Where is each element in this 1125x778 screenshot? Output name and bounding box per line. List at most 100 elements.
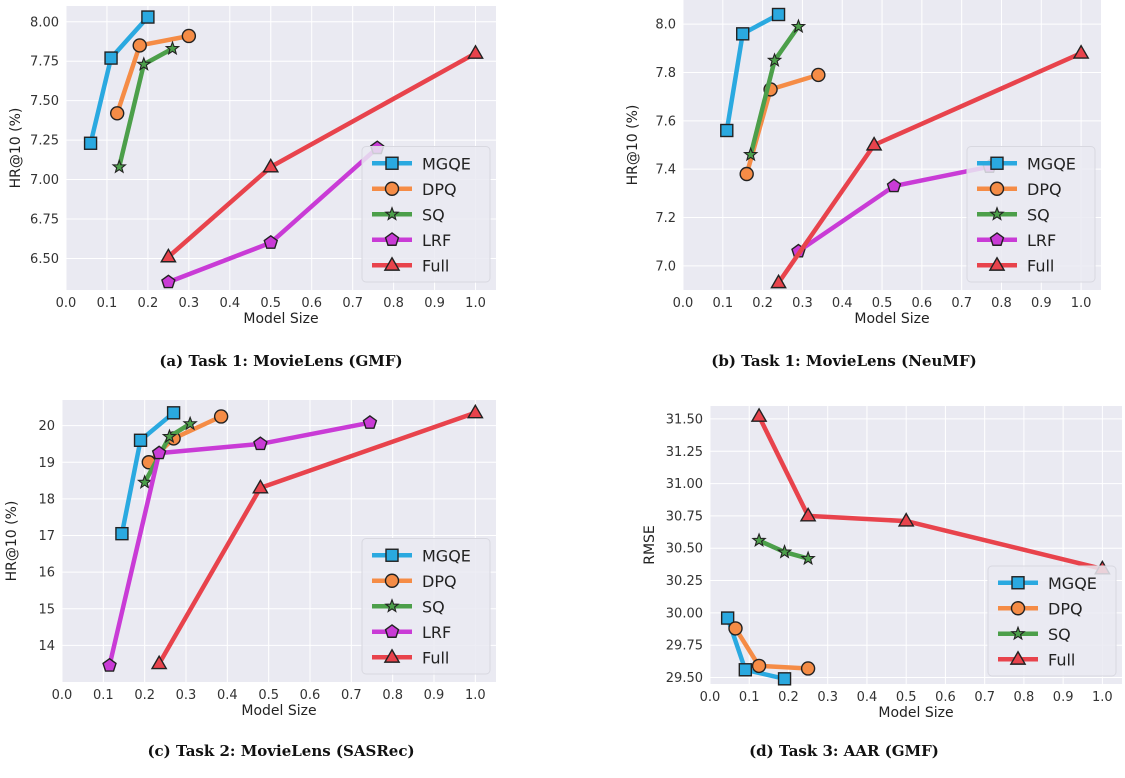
data-point-dpq [132, 38, 147, 53]
y-tick-label: 14 [38, 639, 55, 654]
data-point-lrf [151, 445, 167, 460]
data-point-mgqe [720, 611, 735, 625]
y-tick-label: 7.4 [655, 163, 676, 178]
x-tick-label: 0.0 [52, 688, 73, 703]
legend-label-dpq: DPQ [422, 180, 457, 199]
x-tick-label: 1.0 [1092, 690, 1113, 705]
data-point-full [150, 654, 168, 670]
x-tick-label: 0.8 [382, 688, 403, 703]
data-point-sq [742, 146, 759, 162]
data-point-dpq [181, 28, 197, 44]
y-tick-label: 30.75 [666, 509, 703, 524]
x-tick-label: 1.0 [465, 296, 486, 311]
data-point-mgqe [166, 406, 181, 420]
y-tick-label: 6.75 [30, 213, 59, 228]
legend-label-dpq: DPQ [1027, 180, 1062, 199]
legend-label-lrf: LRF [422, 623, 451, 642]
legend-marker-mgqe [385, 548, 399, 562]
data-point-sq [161, 428, 178, 444]
data-point-full [1072, 44, 1090, 59]
x-tick-label: 0.3 [179, 296, 200, 311]
series-line-lrf [107, 420, 373, 668]
legend-marker-full [383, 256, 401, 271]
data-point-lrf [362, 415, 378, 429]
x-tick-label: 0.0 [56, 296, 77, 311]
data-point-mgqe [738, 663, 753, 677]
data-point-mgqe [104, 51, 118, 65]
data-point-dpq [109, 106, 125, 121]
data-point-full [897, 512, 915, 527]
legend-marker-full [988, 256, 1006, 271]
legend-box [361, 538, 491, 675]
chart-caption-a: (a) Task 1: MovieLens (GMF) [159, 352, 403, 370]
x-tick-label: 0.9 [1053, 690, 1074, 705]
series-mgqe [720, 7, 786, 138]
y-tick-label: 15 [38, 602, 55, 617]
series-dpq [728, 621, 816, 676]
chart-c: 0.0 0.1 0.2 0.3 0.4 0.5 0.6 0.7 0.8 0.9 1.0 14 15 16 1… [4, 400, 496, 719]
x-tick-label: 0.4 [857, 690, 878, 705]
data-point-full [160, 247, 177, 263]
data-point-dpq [811, 67, 826, 83]
x-tick-label: 0.7 [342, 296, 363, 311]
y-tick-label: 30.50 [666, 542, 703, 557]
legend-label-sq: SQ [1048, 625, 1071, 644]
y-tick-label: 8.0 [655, 18, 676, 33]
x-tick-label: 0.6 [300, 688, 321, 703]
data-point-sq [136, 474, 153, 489]
data-point-sq [776, 544, 793, 559]
legend-marker-mgqe [385, 156, 399, 170]
data-point-mgqe [720, 123, 734, 138]
series-full [770, 44, 1090, 289]
x-tick-label: 0.2 [752, 296, 773, 311]
chart-caption-d: (d) Task 3: AAR (GMF) [749, 742, 939, 760]
x-tick-label: 0.7 [341, 688, 362, 703]
legend-marker-lrf [384, 624, 400, 638]
y-tick-label: 16 [38, 566, 55, 581]
legend-marker-dpq [1010, 601, 1026, 616]
series-dpq [109, 28, 197, 121]
x-tick-label: 0.1 [97, 296, 118, 311]
legend-marker-full [383, 648, 401, 663]
x-axis-label: Model Size [878, 705, 953, 721]
y-axis-label: HR@10 (%) [8, 108, 24, 189]
x-tick-label: 0.6 [912, 296, 933, 311]
series-sq [136, 415, 198, 489]
y-tick-label: 31.00 [666, 477, 703, 492]
y-tick-label: 6.50 [30, 252, 59, 267]
y-tick-label: 8.00 [30, 15, 59, 30]
data-point-full [750, 407, 768, 422]
data-point-mgqe [141, 10, 155, 24]
y-tick-label: 7.8 [655, 66, 676, 81]
y-tick-label: 17 [38, 529, 55, 544]
chart-caption-b: (b) Task 1: MovieLens (NeuMF) [711, 352, 977, 370]
legend-label-dpq: DPQ [1048, 599, 1083, 618]
y-tick-label: 30.00 [666, 606, 703, 621]
y-tick-label: 29.75 [666, 639, 703, 654]
legend-label-mgqe: MGQE [1048, 574, 1097, 593]
legend-label-mgqe: MGQE [422, 154, 471, 173]
data-point-sq [766, 52, 783, 67]
data-point-mgqe [83, 136, 98, 150]
x-tick-label: 0.6 [935, 690, 956, 705]
y-tick-label: 29.50 [666, 671, 703, 686]
legend-label-mgqe: MGQE [422, 546, 471, 565]
legend-marker-mgqe [1011, 576, 1025, 590]
x-tick-label: 1.0 [1071, 296, 1092, 311]
series-sq [751, 532, 816, 566]
y-tick-label: 31.50 [666, 412, 703, 427]
legend-marker-full [1009, 650, 1027, 665]
legend-marker-sq [989, 206, 1005, 221]
x-tick-label: 0.1 [712, 296, 733, 311]
series-mgqe [115, 406, 181, 541]
x-tick-label: 0.0 [673, 296, 694, 311]
legend-marker-sq [1010, 625, 1026, 641]
legend: MGQE DPQ SQ LRF Full [361, 538, 491, 675]
x-tick-label: 0.7 [951, 296, 972, 311]
data-point-sq [800, 550, 816, 566]
series-full [150, 403, 484, 670]
x-tick-label: 0.5 [872, 296, 893, 311]
legend-marker-dpq [989, 181, 1005, 196]
data-point-dpq [751, 658, 767, 674]
series-line-full [756, 414, 1105, 572]
